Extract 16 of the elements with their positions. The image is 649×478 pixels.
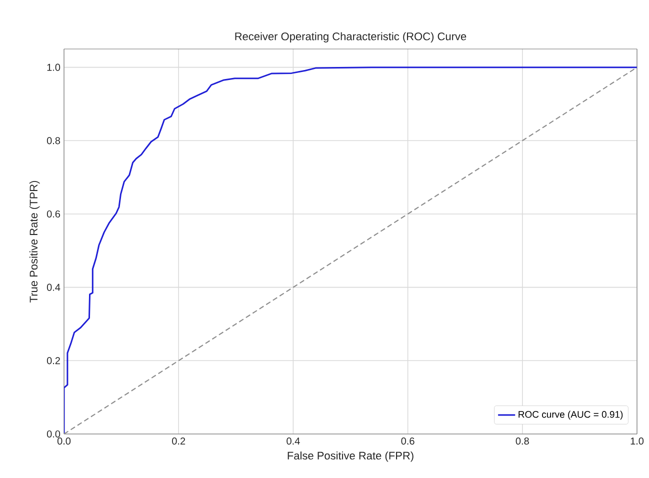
y-tick-label: 1.0: [47, 64, 60, 71]
x-tick-label: 0.4: [286, 438, 300, 445]
y-tick-label: 0.8: [46, 137, 60, 144]
x-tick-label: 0.6: [401, 438, 414, 445]
x-tick-label: 1.0: [630, 438, 644, 445]
y-tick-label: 0.0: [46, 430, 60, 438]
legend-label: ROC curve (AUC = 0.91): [518, 410, 623, 420]
x-axis-title: False Positive Rate (FPR): [288, 451, 414, 462]
x-tick-label: 0.8: [516, 438, 529, 445]
y-tick-label: 0.6: [46, 210, 60, 218]
y-tick-label: 0.2: [46, 357, 60, 364]
y-tick-label: 0.4: [46, 284, 60, 291]
chart-title: Receiver Operating Characteristic (ROC) Curve: [235, 32, 466, 42]
y-axis-title: True Positive Rate (TPR): [29, 180, 40, 302]
x-tick-label: 0.0: [57, 438, 71, 445]
x-tick-label: 0.2: [172, 438, 186, 445]
